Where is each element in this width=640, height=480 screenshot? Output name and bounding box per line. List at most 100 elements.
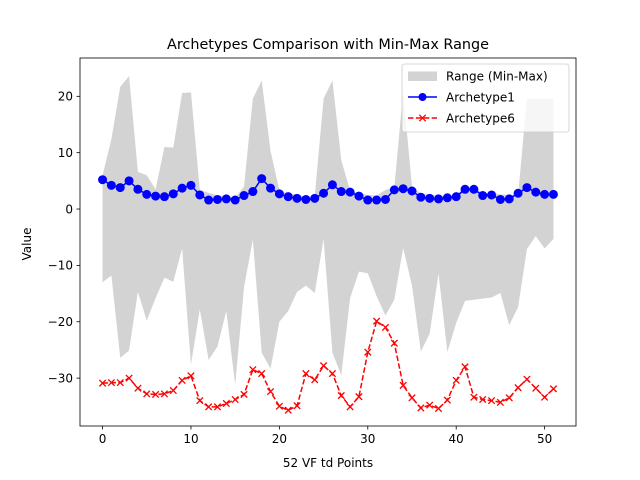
data-point — [345, 187, 355, 197]
data-point — [426, 401, 434, 409]
series-line — [102, 177, 554, 201]
data-point — [292, 193, 302, 203]
y-tick-label: 0 — [65, 202, 73, 216]
data-point — [186, 180, 196, 190]
data-point — [540, 189, 550, 199]
x-axis: 0 10 20 30 40 50 — [99, 426, 552, 446]
data-point — [302, 369, 310, 378]
data-point — [266, 387, 275, 396]
data-point — [283, 192, 293, 202]
data-point — [177, 183, 187, 193]
data-point — [372, 317, 381, 325]
data-point — [504, 194, 514, 204]
data-point — [221, 194, 231, 204]
data-point — [159, 192, 169, 202]
data-point — [434, 194, 444, 204]
data-point — [460, 184, 470, 194]
y-tick-label: 20 — [58, 90, 73, 104]
x-tick-label: 50 — [537, 432, 552, 446]
legend-label: Archetype1 — [446, 90, 515, 104]
data-point — [487, 190, 497, 200]
data-point — [514, 384, 522, 392]
y-tick-label: 10 — [58, 146, 73, 160]
range-band-layer — [102, 76, 554, 385]
data-point — [240, 390, 248, 399]
legend-label: Range (Min-Max) — [446, 69, 548, 83]
series-1 — [98, 317, 558, 414]
data-point — [487, 396, 496, 405]
data-point — [443, 396, 452, 404]
x-tick-label: 10 — [183, 432, 198, 446]
data-point — [310, 193, 320, 203]
data-point — [389, 185, 399, 195]
range-band-area — [102, 76, 554, 385]
data-point — [337, 391, 345, 400]
data-point — [124, 176, 134, 186]
x-tick-label: 0 — [99, 432, 107, 446]
data-point — [540, 393, 549, 401]
y-axis-label: Value — [20, 228, 34, 261]
legend-item-archetype6: Archetype6 — [408, 111, 515, 125]
data-point — [196, 396, 204, 405]
legend-swatch — [408, 71, 437, 81]
data-point — [213, 403, 222, 411]
legend-marker — [418, 93, 427, 101]
data-point — [496, 398, 505, 406]
data-point — [249, 365, 257, 374]
y-tick-label: −20 — [48, 315, 73, 329]
data-point — [151, 390, 160, 399]
data-point — [143, 390, 151, 398]
data-point — [336, 187, 346, 197]
data-point — [212, 194, 222, 204]
data-point — [125, 374, 133, 382]
x-tick-label: 20 — [272, 432, 287, 446]
data-point — [442, 193, 452, 203]
data-point — [417, 404, 425, 412]
legend-item-range: Range (Min-Max) — [408, 69, 548, 83]
data-point — [548, 189, 558, 199]
y-tick-label: −30 — [48, 371, 73, 385]
y-axis: −30 −20 −10 0 10 20 — [48, 90, 80, 385]
data-point — [532, 384, 540, 392]
data-point — [248, 187, 258, 197]
data-point — [284, 406, 292, 414]
data-point — [505, 394, 513, 402]
data-point — [231, 395, 239, 404]
data-point — [319, 188, 329, 198]
legend: Range (Min-Max) Archetype1 Archetype6 — [401, 63, 570, 133]
data-point — [142, 189, 152, 199]
series-0 — [98, 174, 558, 205]
data-point — [274, 189, 284, 199]
data-point — [258, 369, 266, 378]
data-point — [168, 189, 178, 199]
data-point — [257, 174, 267, 184]
data-point — [381, 323, 390, 332]
data-point — [407, 186, 417, 196]
y-tick-label: −10 — [48, 259, 73, 273]
data-point — [106, 180, 116, 190]
data-point — [239, 191, 249, 201]
data-point — [408, 394, 416, 402]
data-point — [133, 184, 143, 194]
data-point — [434, 404, 443, 413]
x-tick-label: 40 — [449, 432, 464, 446]
data-point — [363, 195, 373, 205]
data-point — [293, 402, 301, 410]
data-point — [204, 403, 213, 411]
data-point — [169, 386, 177, 395]
legend-label: Archetype6 — [446, 111, 515, 125]
data-point — [416, 192, 426, 202]
data-point — [354, 191, 364, 201]
data-point — [461, 363, 469, 371]
data-point — [275, 402, 284, 410]
x-axis-label: 52 VF td Points — [283, 456, 373, 470]
data-point — [204, 195, 214, 205]
series-layer — [98, 174, 558, 414]
chart-title: Archetypes Comparison with Min-Max Range — [167, 37, 489, 53]
data-point — [425, 193, 435, 203]
data-point — [151, 191, 161, 201]
data-point — [531, 187, 541, 197]
data-point — [390, 339, 398, 347]
data-point — [372, 195, 382, 205]
